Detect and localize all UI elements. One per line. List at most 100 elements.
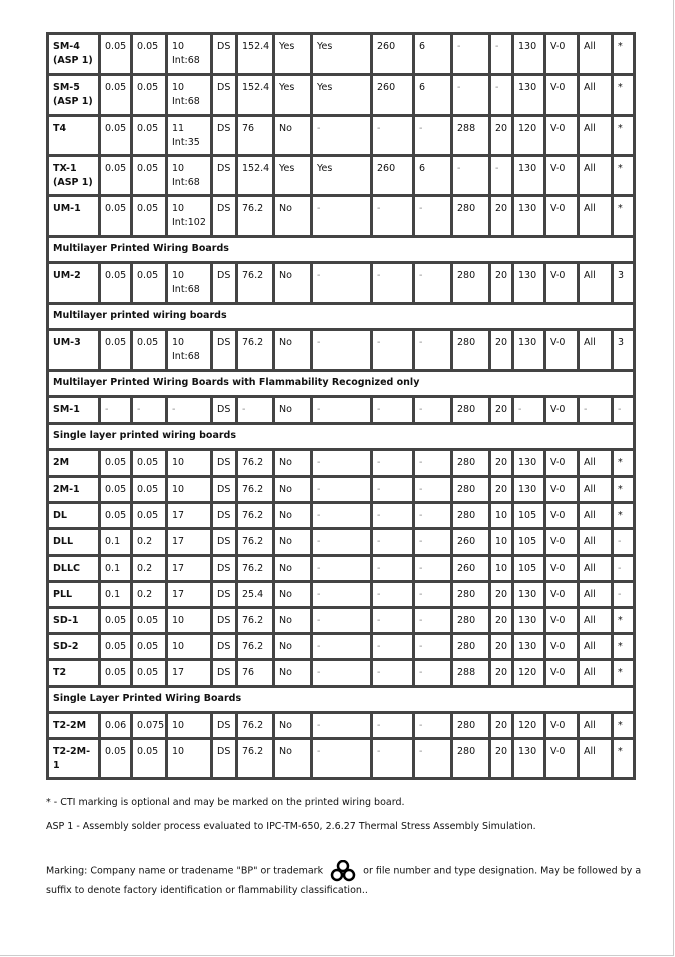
table-cell: V-0: [543, 114, 580, 157]
marking-text-end: or file number and type designation. May…: [363, 865, 642, 877]
table-cell: 0.075: [130, 711, 168, 740]
table-cell: -: [310, 711, 373, 740]
table-cell: 76.2: [235, 501, 275, 530]
table-cell: -: [412, 632, 453, 661]
table-cell: -: [450, 73, 491, 117]
table-cell: 280: [450, 395, 491, 425]
table-cell: 17: [165, 554, 213, 583]
table-cell: -: [450, 32, 491, 76]
table-cell: All: [577, 554, 614, 583]
table-cell: 20: [488, 448, 514, 478]
table-cell: 280: [450, 737, 491, 780]
table-cell: 130: [511, 580, 546, 609]
board-type-cell: SM-5 (ASP 1): [46, 73, 101, 117]
table-cell: No: [272, 114, 313, 157]
table-cell: All: [577, 501, 614, 530]
section-title: Single layer printed wiring boards: [46, 422, 636, 451]
table-cell: 10 Int:68: [165, 32, 213, 76]
table-cell: 280: [450, 606, 491, 635]
table-cell: All: [577, 114, 614, 157]
table-cell: -: [310, 580, 373, 609]
table-cell: 0.05: [130, 606, 168, 635]
table-cell: 0.05: [130, 737, 168, 780]
table-cell: 105: [511, 554, 546, 583]
table-cell: 0.05: [98, 658, 133, 688]
table-cell: All: [577, 658, 614, 688]
table-cell: 25.4: [235, 580, 275, 609]
table-cell: 0.05: [130, 475, 168, 504]
table-cell: -: [370, 328, 415, 372]
board-type-cell: T2-2M: [46, 711, 101, 740]
board-type-cell: 2M: [46, 448, 101, 478]
table-cell: 130: [511, 448, 546, 478]
table-cell: 6: [412, 154, 453, 197]
table-cell: 280: [450, 501, 491, 530]
table-cell: -: [412, 580, 453, 609]
table-cell: All: [577, 580, 614, 609]
table-cell: -: [310, 501, 373, 530]
table-cell: -: [412, 395, 453, 425]
table-cell: No: [272, 194, 313, 238]
table-cell: 0.05: [98, 328, 133, 372]
table-cell: -: [412, 114, 453, 157]
table-cell: 0.05: [98, 154, 133, 197]
table-cell: No: [272, 328, 313, 372]
table-cell: 0.05: [98, 261, 133, 305]
board-type-cell: SM-4 (ASP 1): [46, 32, 101, 76]
table-cell: -: [412, 711, 453, 740]
table-cell: *: [611, 606, 636, 635]
table-cell: 76.2: [235, 737, 275, 780]
table-cell: 280: [450, 261, 491, 305]
table-cell: 10 Int:68: [165, 154, 213, 197]
table-cell: 0.2: [130, 554, 168, 583]
table-cell: *: [611, 737, 636, 780]
table-row: 2M 0.05 0.05 10 DS 76.2 No - - -280 20 130 V-0 All *: [46, 448, 636, 478]
table-cell: 288: [450, 114, 491, 157]
table-cell: 0.05: [130, 114, 168, 157]
table-cell: No: [272, 737, 313, 780]
table-cell: 20: [488, 580, 514, 609]
table-cell: 76.2: [235, 527, 275, 557]
table-cell: 280: [450, 194, 491, 238]
marking-note-line2: suffix to denote factory identification …: [46, 885, 368, 896]
table-cell: -: [611, 395, 636, 425]
table-cell: -: [370, 194, 415, 238]
table-cell: -: [98, 395, 133, 425]
table-cell: *: [611, 632, 636, 661]
table-cell: 152.4: [235, 154, 275, 197]
table-cell: 280: [450, 448, 491, 478]
table-cell: -: [412, 261, 453, 305]
table-cell: All: [577, 261, 614, 305]
table-cell: 10: [488, 527, 514, 557]
table-cell: V-0: [543, 194, 580, 238]
table-cell: -: [370, 606, 415, 635]
table-cell: 20: [488, 395, 514, 425]
table-cell: -: [310, 395, 373, 425]
table-row: UM-2 0.05 0.05 10 Int:68 DS 76.2 No - - -280 20 130…: [46, 261, 636, 305]
table-cell: 260: [370, 32, 415, 76]
table-cell: DS: [210, 73, 238, 117]
section-header-row: Multilayer printed wiring boards: [46, 302, 636, 331]
table-cell: -: [412, 527, 453, 557]
board-type-cell: DLL: [46, 527, 101, 557]
table-cell: 0.05: [98, 448, 133, 478]
table-cell: 20: [488, 658, 514, 688]
table-cell: DS: [210, 737, 238, 780]
table-cell: *: [611, 73, 636, 117]
board-type-cell: SM-1: [46, 395, 101, 425]
table-cell: V-0: [543, 73, 580, 117]
table-cell: -: [370, 527, 415, 557]
table-cell: No: [272, 632, 313, 661]
table-cell: DS: [210, 194, 238, 238]
table-cell: -: [370, 501, 415, 530]
table-cell: V-0: [543, 501, 580, 530]
section-title: Multilayer Printed Wiring Boards with Fl…: [46, 369, 636, 398]
table-cell: 11 Int:35: [165, 114, 213, 157]
table-cell: 0.05: [98, 501, 133, 530]
cti-footnote: * - CTI marking is optional and may be m…: [46, 797, 405, 808]
table-cell: 10: [165, 632, 213, 661]
table-cell: -: [412, 501, 453, 530]
table-cell: 10: [165, 737, 213, 780]
table-cell: -: [310, 632, 373, 661]
